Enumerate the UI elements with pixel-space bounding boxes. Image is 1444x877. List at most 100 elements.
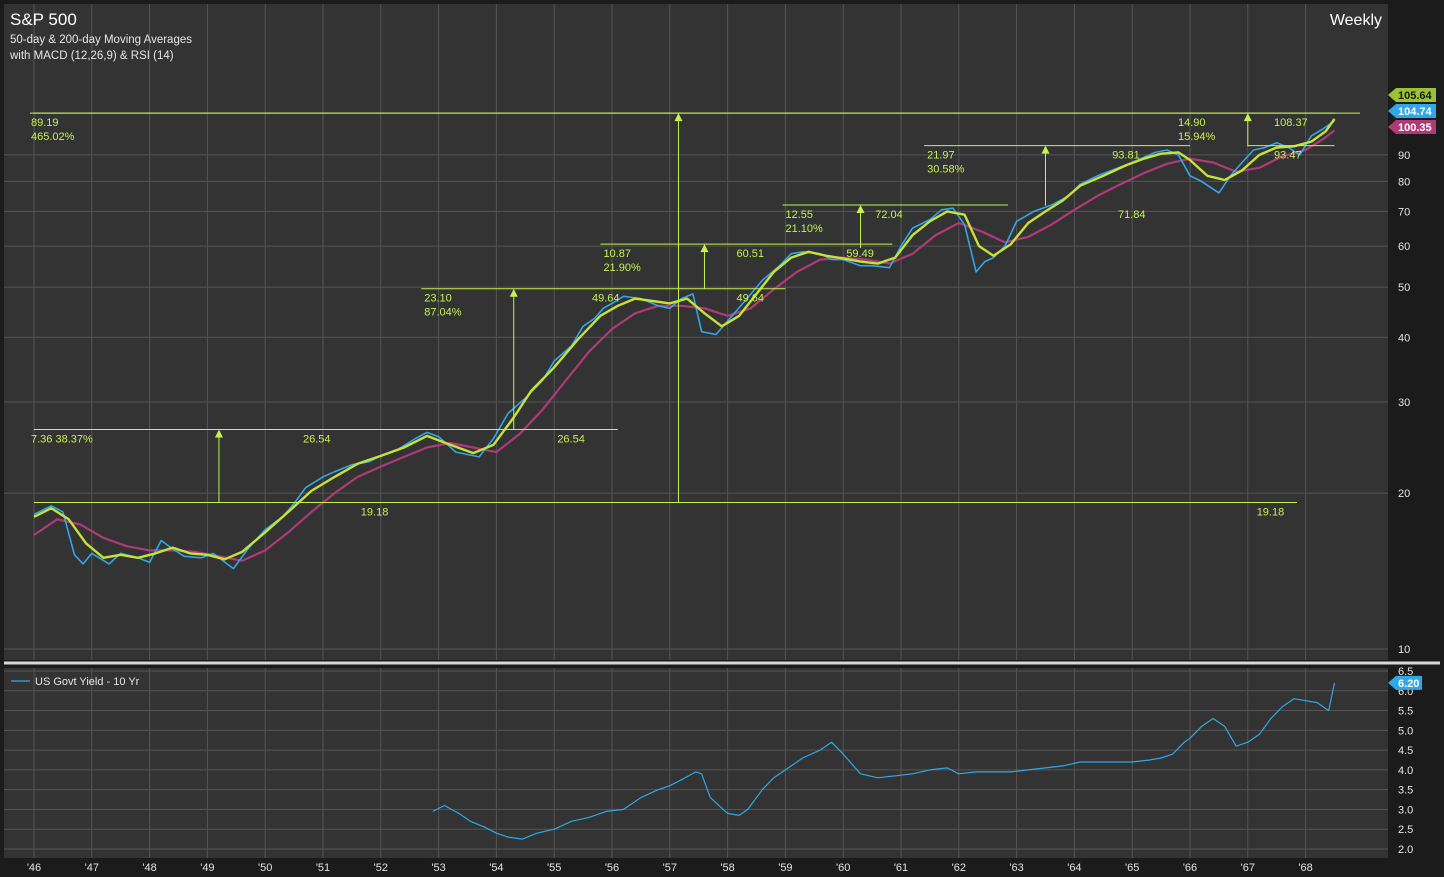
- level-label: 49.64: [592, 293, 620, 305]
- gain-arrow-head: [1243, 113, 1252, 122]
- x-tick-label: '68: [1298, 862, 1312, 874]
- x-tick-label: '67: [1241, 862, 1255, 874]
- last-value-label: 100.35: [1398, 122, 1432, 134]
- chart-subtitle-ma: 50-day & 200-day Moving Averages: [10, 34, 192, 46]
- x-tick-label: '52: [374, 862, 388, 874]
- last-value-tag: [1388, 104, 1436, 118]
- gain-arrow-head: [1041, 145, 1050, 154]
- y-tick-label: 5.5: [1398, 706, 1413, 718]
- x-tick-label: '63: [1009, 862, 1023, 874]
- gain-label: 23.10: [424, 293, 452, 305]
- gain-pct-label: 21.90%: [603, 262, 641, 274]
- level-label: 93.81: [1112, 150, 1140, 162]
- y-tick-label: 5.0: [1398, 725, 1413, 737]
- gain-arrow-head: [700, 244, 709, 253]
- yield-axis: 2.02.53.03.54.04.55.05.56.06.56.20: [1388, 666, 1422, 856]
- last-value-tag: [1388, 88, 1436, 102]
- y-tick-label: 10: [1398, 644, 1410, 656]
- gain-arrow-head: [856, 204, 865, 213]
- gain-pct-label: 21.10%: [786, 223, 824, 235]
- x-tick-label: '61: [894, 862, 908, 874]
- y-tick-label: 3.5: [1398, 785, 1413, 797]
- chart-subtitle-indicators: with MACD (12,26,9) & RSI (14): [10, 50, 174, 62]
- level-label: 19.18: [1257, 507, 1285, 519]
- gain-label: 10.87: [603, 248, 631, 260]
- gain-label: 21.97: [927, 150, 955, 162]
- gain-label: 14.90: [1178, 117, 1206, 129]
- price-lines: [33, 118, 1336, 570]
- x-tick-label: '49: [200, 862, 214, 874]
- level-label: 71.84: [1118, 209, 1146, 221]
- lower-grid: [4, 668, 1388, 858]
- yield-lines: [432, 682, 1336, 840]
- x-tick-label: '64: [1067, 862, 1081, 874]
- x-tick-label: '46: [27, 862, 41, 874]
- y-tick-label: 3.0: [1398, 804, 1413, 816]
- y-tick-label: 2.0: [1398, 844, 1413, 856]
- level-label: 60.51: [737, 248, 765, 260]
- gain-pct-label: 15.94%: [1178, 131, 1216, 143]
- x-tick-label: '58: [720, 862, 734, 874]
- ma200-line: [33, 129, 1336, 562]
- last-value-tag: [1388, 120, 1436, 134]
- x-tick-label: '62: [952, 862, 966, 874]
- price-line: [33, 120, 1335, 570]
- y-tick-label: 80: [1398, 176, 1410, 188]
- x-tick-label: '59: [778, 862, 792, 874]
- level-label: 93.47: [1274, 150, 1302, 162]
- level-label: 26.54: [557, 434, 585, 446]
- last-value-label: 105.64: [1398, 90, 1433, 102]
- x-tick-label: '53: [431, 862, 445, 874]
- y-tick-label: 60: [1398, 241, 1410, 253]
- x-tick-label: '55: [547, 862, 561, 874]
- lower-legend-label: US Govt Yield - 10 Yr: [35, 676, 140, 688]
- level-label: 108.37: [1274, 117, 1308, 129]
- chart-title: S&P 500: [10, 10, 77, 29]
- gain-arrow-head: [509, 288, 518, 297]
- ma50-line: [33, 118, 1336, 561]
- y-tick-label: 2.5: [1398, 824, 1413, 836]
- y-tick-label: 70: [1398, 206, 1410, 218]
- y-tick-label: 6.5: [1398, 666, 1413, 678]
- last-value-label: 104.74: [1398, 106, 1433, 118]
- level-label: 59.49: [846, 248, 874, 260]
- x-tick-label: '50: [258, 862, 272, 874]
- frequency-label[interactable]: Weekly: [1329, 12, 1382, 29]
- gain-label: 12.55: [786, 209, 814, 221]
- y-tick-label: 50: [1398, 282, 1410, 294]
- x-tick-label: '60: [836, 862, 850, 874]
- lower-panel-background: [4, 668, 1388, 858]
- y-tick-label: 40: [1398, 332, 1410, 344]
- y-tick-label: 90: [1398, 150, 1410, 162]
- date-axis: '46 '47 '48 '49 '50 '51 '52 '53 '54 '55 '56 '57 '58 '…: [27, 862, 1313, 874]
- level-label: 72.04: [875, 209, 903, 221]
- x-tick-label: '51: [316, 862, 330, 874]
- gain-pct-label: 465.02%: [31, 131, 75, 143]
- x-tick-label: '48: [142, 862, 156, 874]
- yield-line: [432, 682, 1336, 840]
- x-tick-label: '54: [489, 862, 503, 874]
- gain-arrow-head: [214, 429, 223, 438]
- price-axis: 10 20 30 40 50 60 70 80 90 105.64 104.74 100.35: [1388, 88, 1436, 656]
- level-label: 49.64: [737, 293, 765, 305]
- gain-pct-label: 87.04%: [424, 307, 462, 319]
- yield-last-value-label: 6.20: [1398, 678, 1419, 690]
- yield-last-value-tag: [1388, 675, 1422, 690]
- y-tick-label: 4.5: [1398, 745, 1413, 757]
- gain-pct-label: 30.58%: [927, 164, 965, 176]
- support-resistance-annotations: 19.18 19.18 26.54 26.54 49.64 49.64 60.51 59.49…: [30, 112, 1360, 519]
- level-label: 26.54: [303, 434, 331, 446]
- x-tick-label: '65: [1125, 862, 1139, 874]
- gain-arrow-head: [674, 113, 683, 122]
- x-tick-label: '47: [85, 862, 99, 874]
- x-tick-label: '57: [663, 862, 677, 874]
- y-tick-label: 30: [1398, 397, 1410, 409]
- level-label: 19.18: [361, 507, 389, 519]
- y-tick-label: 20: [1398, 488, 1410, 500]
- gain-label: 89.19: [31, 117, 59, 129]
- y-tick-label: 4.0: [1398, 765, 1413, 777]
- x-tick-label: '66: [1183, 862, 1197, 874]
- x-tick-label: '56: [605, 862, 619, 874]
